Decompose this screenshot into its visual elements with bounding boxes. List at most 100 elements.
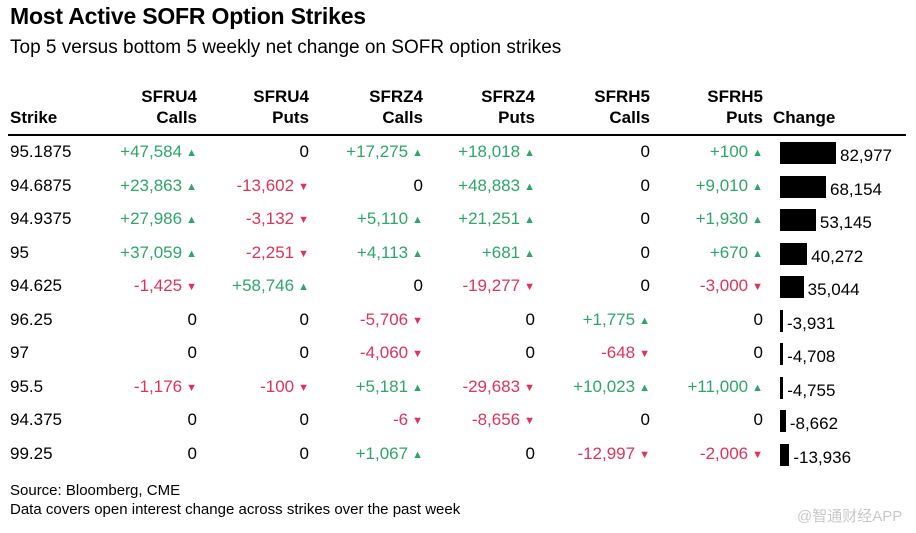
change-label: -8,662: [789, 414, 839, 433]
down-arrow-icon: ▼: [639, 348, 650, 360]
value-cell: 0: [299, 443, 309, 463]
up-arrow-icon: ▲: [752, 247, 763, 260]
up-arrow-icon: ▲: [412, 247, 423, 260]
value-cell: +58,746 ▲: [232, 276, 309, 295]
value-cell: +47,584 ▲: [120, 142, 197, 161]
watermark: @智通财经APP: [797, 508, 903, 525]
change-bar: [780, 276, 804, 298]
column-header-sfru4-calls: SFRU4 Calls: [141, 87, 197, 127]
value-cell: -6 ▼: [392, 410, 423, 429]
value-cell: +18,018 ▲: [458, 142, 535, 161]
value-cell: 0: [640, 410, 650, 429]
column-header-sfrh5-puts: SFRH5 Puts: [707, 87, 763, 127]
up-arrow-icon: ▲: [639, 381, 650, 394]
change-bar: [780, 309, 783, 332]
up-arrow-icon: ▲: [524, 147, 535, 159]
value-cell: +1,930 ▲: [695, 209, 763, 228]
value-cell: -1,425 ▼: [133, 276, 197, 295]
data-note: Data covers open interest change across …: [10, 501, 461, 518]
down-arrow-icon: ▼: [298, 180, 309, 193]
table-row: 94.375 0 0 -6 ▼ -8,656 ▼ 0 0 -8,662: [0, 404, 916, 438]
value-cell: -4,060 ▼: [359, 343, 423, 362]
value-cell: +1,775 ▲: [582, 309, 650, 329]
value-cell: 0: [753, 410, 763, 429]
value-cell: +27,986 ▲: [120, 209, 197, 228]
value-cell: -13,602 ▼: [236, 175, 309, 195]
value-cell: -1,176 ▼: [133, 376, 197, 396]
value-cell: 0: [187, 343, 197, 362]
value-cell: +4,113 ▲: [356, 242, 423, 262]
change-label: 82,977: [840, 146, 892, 165]
value-cell: -12,997 ▼: [577, 443, 650, 463]
value-cell: +9,010 ▲: [695, 175, 763, 195]
value-cell: -8,656 ▼: [471, 410, 535, 429]
up-arrow-icon: ▲: [412, 214, 423, 226]
chart-subtitle: Top 5 versus bottom 5 weekly net change …: [10, 37, 562, 58]
value-cell: +21,251 ▲: [458, 209, 535, 228]
value-cell: 0: [187, 410, 197, 429]
value-cell: -3,000 ▼: [699, 276, 763, 295]
value-cell: +11,000 ▲: [687, 376, 763, 396]
up-arrow-icon: ▲: [524, 247, 535, 260]
down-arrow-icon: ▼: [524, 281, 535, 293]
column-header-strike: Strike: [10, 108, 58, 127]
change-label: -4,755: [787, 380, 836, 400]
strike-cell: 94.625: [10, 276, 62, 295]
table-header: Strike SFRU4 Calls SFRU4 Puts SFRZ4 Calls SFRZ4…: [0, 86, 916, 128]
up-arrow-icon: ▲: [186, 214, 197, 226]
down-arrow-icon: ▼: [298, 381, 309, 394]
strike-cell: 94.375: [10, 410, 62, 429]
value-cell: +5,110 ▲: [356, 209, 423, 228]
value-cell: 0: [525, 443, 535, 463]
down-arrow-icon: ▼: [524, 415, 535, 427]
value-cell: +10,023 ▲: [573, 376, 650, 396]
table-row: 97 0 0 -4,060 ▼ 0 -648 ▼ 0 -4,708: [0, 337, 916, 371]
value-cell: 0: [525, 343, 535, 362]
down-arrow-icon: ▼: [412, 348, 423, 360]
strike-cell: 95.1875: [10, 142, 72, 161]
column-header-change: Change: [773, 108, 836, 127]
table-row: 96.25 0 0 -5,706 ▼ 0 +1,775 ▲ 0 -3,931: [0, 304, 916, 338]
down-arrow-icon: ▼: [639, 448, 650, 461]
value-cell: -2,006 ▼: [699, 443, 763, 463]
value-cell: 0: [299, 309, 309, 329]
value-cell: -19,277 ▼: [462, 276, 535, 295]
value-cell: 0: [640, 175, 650, 195]
value-cell: -29,683 ▼: [462, 376, 535, 396]
strike-cell: 94.6875: [10, 175, 72, 195]
value-cell: 0: [413, 276, 423, 295]
up-arrow-icon: ▲: [752, 381, 763, 394]
header-divider: [8, 134, 906, 136]
up-arrow-icon: ▲: [412, 147, 423, 159]
change-bar: [780, 410, 786, 432]
up-arrow-icon: ▲: [639, 314, 650, 327]
strike-cell: 95: [10, 242, 29, 262]
up-arrow-icon: ▲: [412, 381, 423, 394]
table-row: 95 +37,059 ▲ -2,251 ▼ +4,113 ▲ +681 ▲ 0 +670 ▲ 40,27…: [0, 237, 916, 271]
value-cell: 0: [753, 309, 763, 329]
value-cell: -3,132 ▼: [245, 209, 309, 228]
table-row: 95.5 -1,176 ▼ -100 ▼ +5,181 ▲ -29,683 ▼ +10,023 ▲ +…: [0, 371, 916, 405]
up-arrow-icon: ▲: [186, 147, 197, 159]
strike-cell: 97: [10, 343, 29, 362]
value-cell: 0: [187, 309, 197, 329]
column-header-sfrh5-calls: SFRH5 Calls: [594, 87, 650, 127]
value-cell: 0: [640, 276, 650, 295]
value-cell: +5,181 ▲: [355, 376, 423, 396]
down-arrow-icon: ▼: [412, 415, 423, 427]
up-arrow-icon: ▲: [524, 180, 535, 193]
value-cell: 0: [299, 142, 309, 161]
value-cell: -5,706 ▼: [359, 309, 423, 329]
up-arrow-icon: ▲: [524, 214, 535, 226]
down-arrow-icon: ▼: [412, 314, 423, 327]
up-arrow-icon: ▲: [186, 247, 197, 260]
value-cell: +48,883 ▲: [458, 175, 535, 195]
table-row: 94.9375 +27,986 ▲ -3,132 ▼ +5,110 ▲ +21,251 ▲ 0 +1…: [0, 203, 916, 237]
table-row: 99.25 0 0 +1,067 ▲ 0 -12,997 ▼ -2,006 ▼ -13,936: [0, 438, 916, 472]
value-cell: 0: [187, 443, 197, 463]
column-header-sfrz4-calls: SFRZ4 Calls: [369, 87, 423, 127]
up-arrow-icon: ▲: [298, 281, 309, 293]
table-row: 94.625 -1,425 ▼ +58,746 ▲ 0 -19,277 ▼ 0 -3,000 ▼ 35…: [0, 270, 916, 304]
change-label: -4,708: [787, 347, 836, 366]
value-cell: 0: [640, 242, 650, 262]
